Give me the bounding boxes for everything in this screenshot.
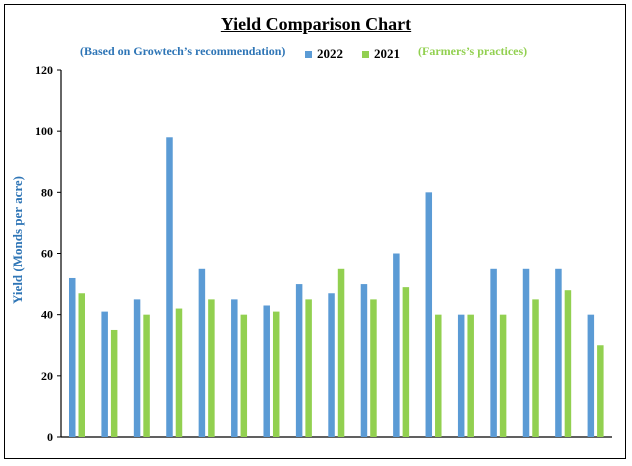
bar-2021-8 <box>305 299 312 437</box>
bar-2022-16 <box>555 268 562 437</box>
bar-2022-3 <box>133 299 141 437</box>
bar-2021-10 <box>370 299 377 437</box>
chart-title: Yield Comparison Chart <box>220 14 412 34</box>
y-tick-label: 120 <box>35 63 53 77</box>
bar-2022-15 <box>522 268 530 437</box>
bar-2021-7 <box>272 311 280 437</box>
bar-2022-5 <box>198 268 206 437</box>
bar-2022-13 <box>457 314 465 437</box>
bar-2022-17 <box>587 314 595 437</box>
legend-label-2022: 2022 <box>317 46 343 61</box>
bar-2021-14 <box>499 314 507 437</box>
y-tick-label: 80 <box>41 185 53 199</box>
bar-2021-16 <box>564 290 572 437</box>
bar-2022-9 <box>328 293 335 437</box>
bar-2021-6 <box>240 314 248 437</box>
bar-2021-2 <box>110 329 118 437</box>
bar-2022-12 <box>425 192 433 437</box>
bar-2021-12 <box>435 314 442 437</box>
bar-2021-15 <box>532 299 539 437</box>
bar-2022-1 <box>69 277 76 437</box>
bars <box>69 137 604 438</box>
y-tick-label: 20 <box>41 369 53 383</box>
bar-2022-11 <box>393 253 400 437</box>
legend-label-2021: 2021 <box>374 46 400 61</box>
legend-swatch-2022 <box>305 50 312 58</box>
bar-2021-5 <box>208 299 215 437</box>
chart-subtitle-right: (Farmers’s practices) <box>418 44 528 58</box>
bar-2022-2 <box>101 311 108 437</box>
legend-item-2022: 2022 <box>305 46 343 62</box>
chart-subtitle-left: (Based on Growtech’s recommendation) <box>80 44 286 58</box>
bar-2021-11 <box>402 287 410 437</box>
bar-2022-6 <box>231 299 238 437</box>
legend-swatch-2021 <box>362 50 369 58</box>
y-tick-label: 60 <box>41 247 53 261</box>
bar-2022-8 <box>295 284 303 437</box>
bar-2022-7 <box>263 305 270 437</box>
bar-2021-1 <box>78 293 85 437</box>
y-tick-label: 0 <box>47 430 53 444</box>
bar-2022-4 <box>166 137 173 438</box>
legend-item-2021: 2021 <box>362 46 400 62</box>
y-ticks: 0 20 40 60 80 100 120 <box>35 63 61 444</box>
bar-2021-13 <box>467 314 474 437</box>
bar-2022-10 <box>360 284 368 437</box>
bar-2021-4 <box>175 308 183 437</box>
bar-2021-9 <box>337 268 345 437</box>
y-tick-label: 40 <box>41 308 53 322</box>
bar-2021-3 <box>143 314 150 437</box>
y-tick-label: 100 <box>35 124 53 138</box>
bar-2022-14 <box>490 268 497 437</box>
bar-2021-17 <box>597 345 604 437</box>
